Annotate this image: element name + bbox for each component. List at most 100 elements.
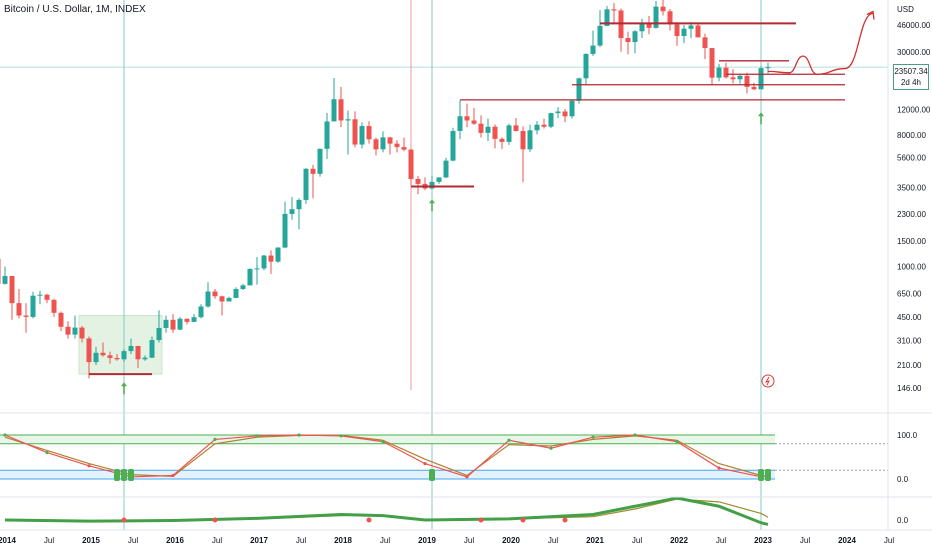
candle-body xyxy=(156,327,162,341)
stoch-marker xyxy=(87,464,91,468)
stoch-marker xyxy=(717,466,721,470)
candle-body xyxy=(485,126,491,133)
candle-body xyxy=(261,255,267,269)
candle-body xyxy=(548,113,554,127)
time-tick-label: 2024 xyxy=(838,536,856,545)
candle-body xyxy=(513,125,519,132)
candle-body xyxy=(646,23,652,28)
candle-body xyxy=(30,295,36,317)
candle-body xyxy=(436,177,442,182)
up-arrow-head xyxy=(121,382,127,387)
candle-body xyxy=(660,6,666,12)
candle-body xyxy=(121,351,127,360)
candle-body xyxy=(751,86,757,90)
candle-body xyxy=(16,303,22,316)
candle-body xyxy=(492,126,498,139)
stoch-marker xyxy=(423,462,427,466)
candle-body xyxy=(0,258,1,284)
time-tick-label: 2021 xyxy=(586,536,604,545)
stoch-marker xyxy=(255,434,259,438)
up-arrow-head xyxy=(758,112,764,117)
candle-body xyxy=(506,125,512,142)
stoch-marker xyxy=(507,438,511,442)
candle-body xyxy=(639,23,645,32)
candle-body xyxy=(541,124,547,127)
time-tick-label: Jul xyxy=(884,536,894,545)
osc1-tick-label: 0.0 xyxy=(897,475,909,484)
candle-body xyxy=(681,28,687,37)
price-tick-label: 146.00 xyxy=(897,384,922,393)
candle-body xyxy=(37,294,43,296)
candle-body xyxy=(373,139,379,150)
candle-body xyxy=(191,317,197,322)
osc-marker xyxy=(121,517,127,523)
candle-body xyxy=(632,31,638,43)
bar-countdown: 2d 4h xyxy=(900,78,922,87)
candle-body xyxy=(737,75,743,80)
candle-body xyxy=(716,67,722,78)
candle-body xyxy=(184,318,190,322)
candle-body xyxy=(576,78,582,101)
candle-body xyxy=(583,53,589,79)
candle-body xyxy=(2,276,8,284)
candle-body xyxy=(240,285,246,290)
candle-body xyxy=(324,121,330,149)
price-tick-label: 5600.00 xyxy=(897,154,926,163)
time-tick-label: 2017 xyxy=(250,536,268,545)
time-tick-label: Jul xyxy=(296,536,306,545)
candle-body xyxy=(401,147,407,150)
candle-body xyxy=(163,319,169,328)
time-tick-label: Jul xyxy=(800,536,810,545)
price-axis-unit: USD xyxy=(897,5,914,14)
time-tick-label: Jul xyxy=(632,536,642,545)
candle-body xyxy=(730,77,736,80)
candle-body xyxy=(135,345,141,360)
last-price-value: 23507.34 xyxy=(894,67,928,76)
osc-line-fast xyxy=(4,496,769,526)
candle-body xyxy=(604,9,610,26)
stoch-marker xyxy=(465,475,469,479)
stoch-marker xyxy=(213,437,217,441)
time-tick-label: Jul xyxy=(44,536,54,545)
candle-body xyxy=(86,338,92,363)
candle-body xyxy=(44,294,50,300)
candle-body xyxy=(254,268,260,270)
price-tick-label: 30000.00 xyxy=(897,48,931,57)
candle-body xyxy=(709,48,715,78)
candle-body xyxy=(387,137,393,144)
price-tick-label: 310.00 xyxy=(897,336,922,345)
time-tick-label: 2020 xyxy=(502,536,520,545)
candle-body xyxy=(555,111,561,114)
candle-body xyxy=(128,345,134,352)
candle-body xyxy=(93,352,99,363)
up-arrow-head xyxy=(429,199,435,204)
stoch-marker xyxy=(549,446,553,450)
stoch-line-K xyxy=(4,434,769,478)
candle-body xyxy=(338,99,344,121)
candle-body xyxy=(688,25,694,29)
candle-body xyxy=(331,99,337,122)
stoch-marker xyxy=(381,440,385,444)
time-tick-label: 2019 xyxy=(418,536,436,545)
time-tick-label: Jul xyxy=(548,536,558,545)
last-price-badge: 23507.34 2d 4h xyxy=(893,64,929,90)
candle-body xyxy=(359,126,365,145)
time-tick-label: Jul xyxy=(212,536,222,545)
candle-body xyxy=(219,296,225,302)
candle-body xyxy=(268,255,274,262)
projection-path xyxy=(767,12,874,75)
candle-body xyxy=(562,111,568,117)
time-tick-label: 2014 xyxy=(0,536,16,545)
time-tick-label: 2018 xyxy=(334,536,352,545)
oversold-band xyxy=(0,470,775,479)
candle-body xyxy=(205,291,211,307)
candle-body xyxy=(149,340,155,358)
signal-marker xyxy=(128,469,134,481)
candle-body xyxy=(695,25,701,38)
candle-body xyxy=(366,126,372,140)
candle-body xyxy=(471,120,477,124)
stoch-marker xyxy=(633,433,637,437)
candle-body xyxy=(100,352,106,356)
time-tick-label: Jul xyxy=(716,536,726,545)
